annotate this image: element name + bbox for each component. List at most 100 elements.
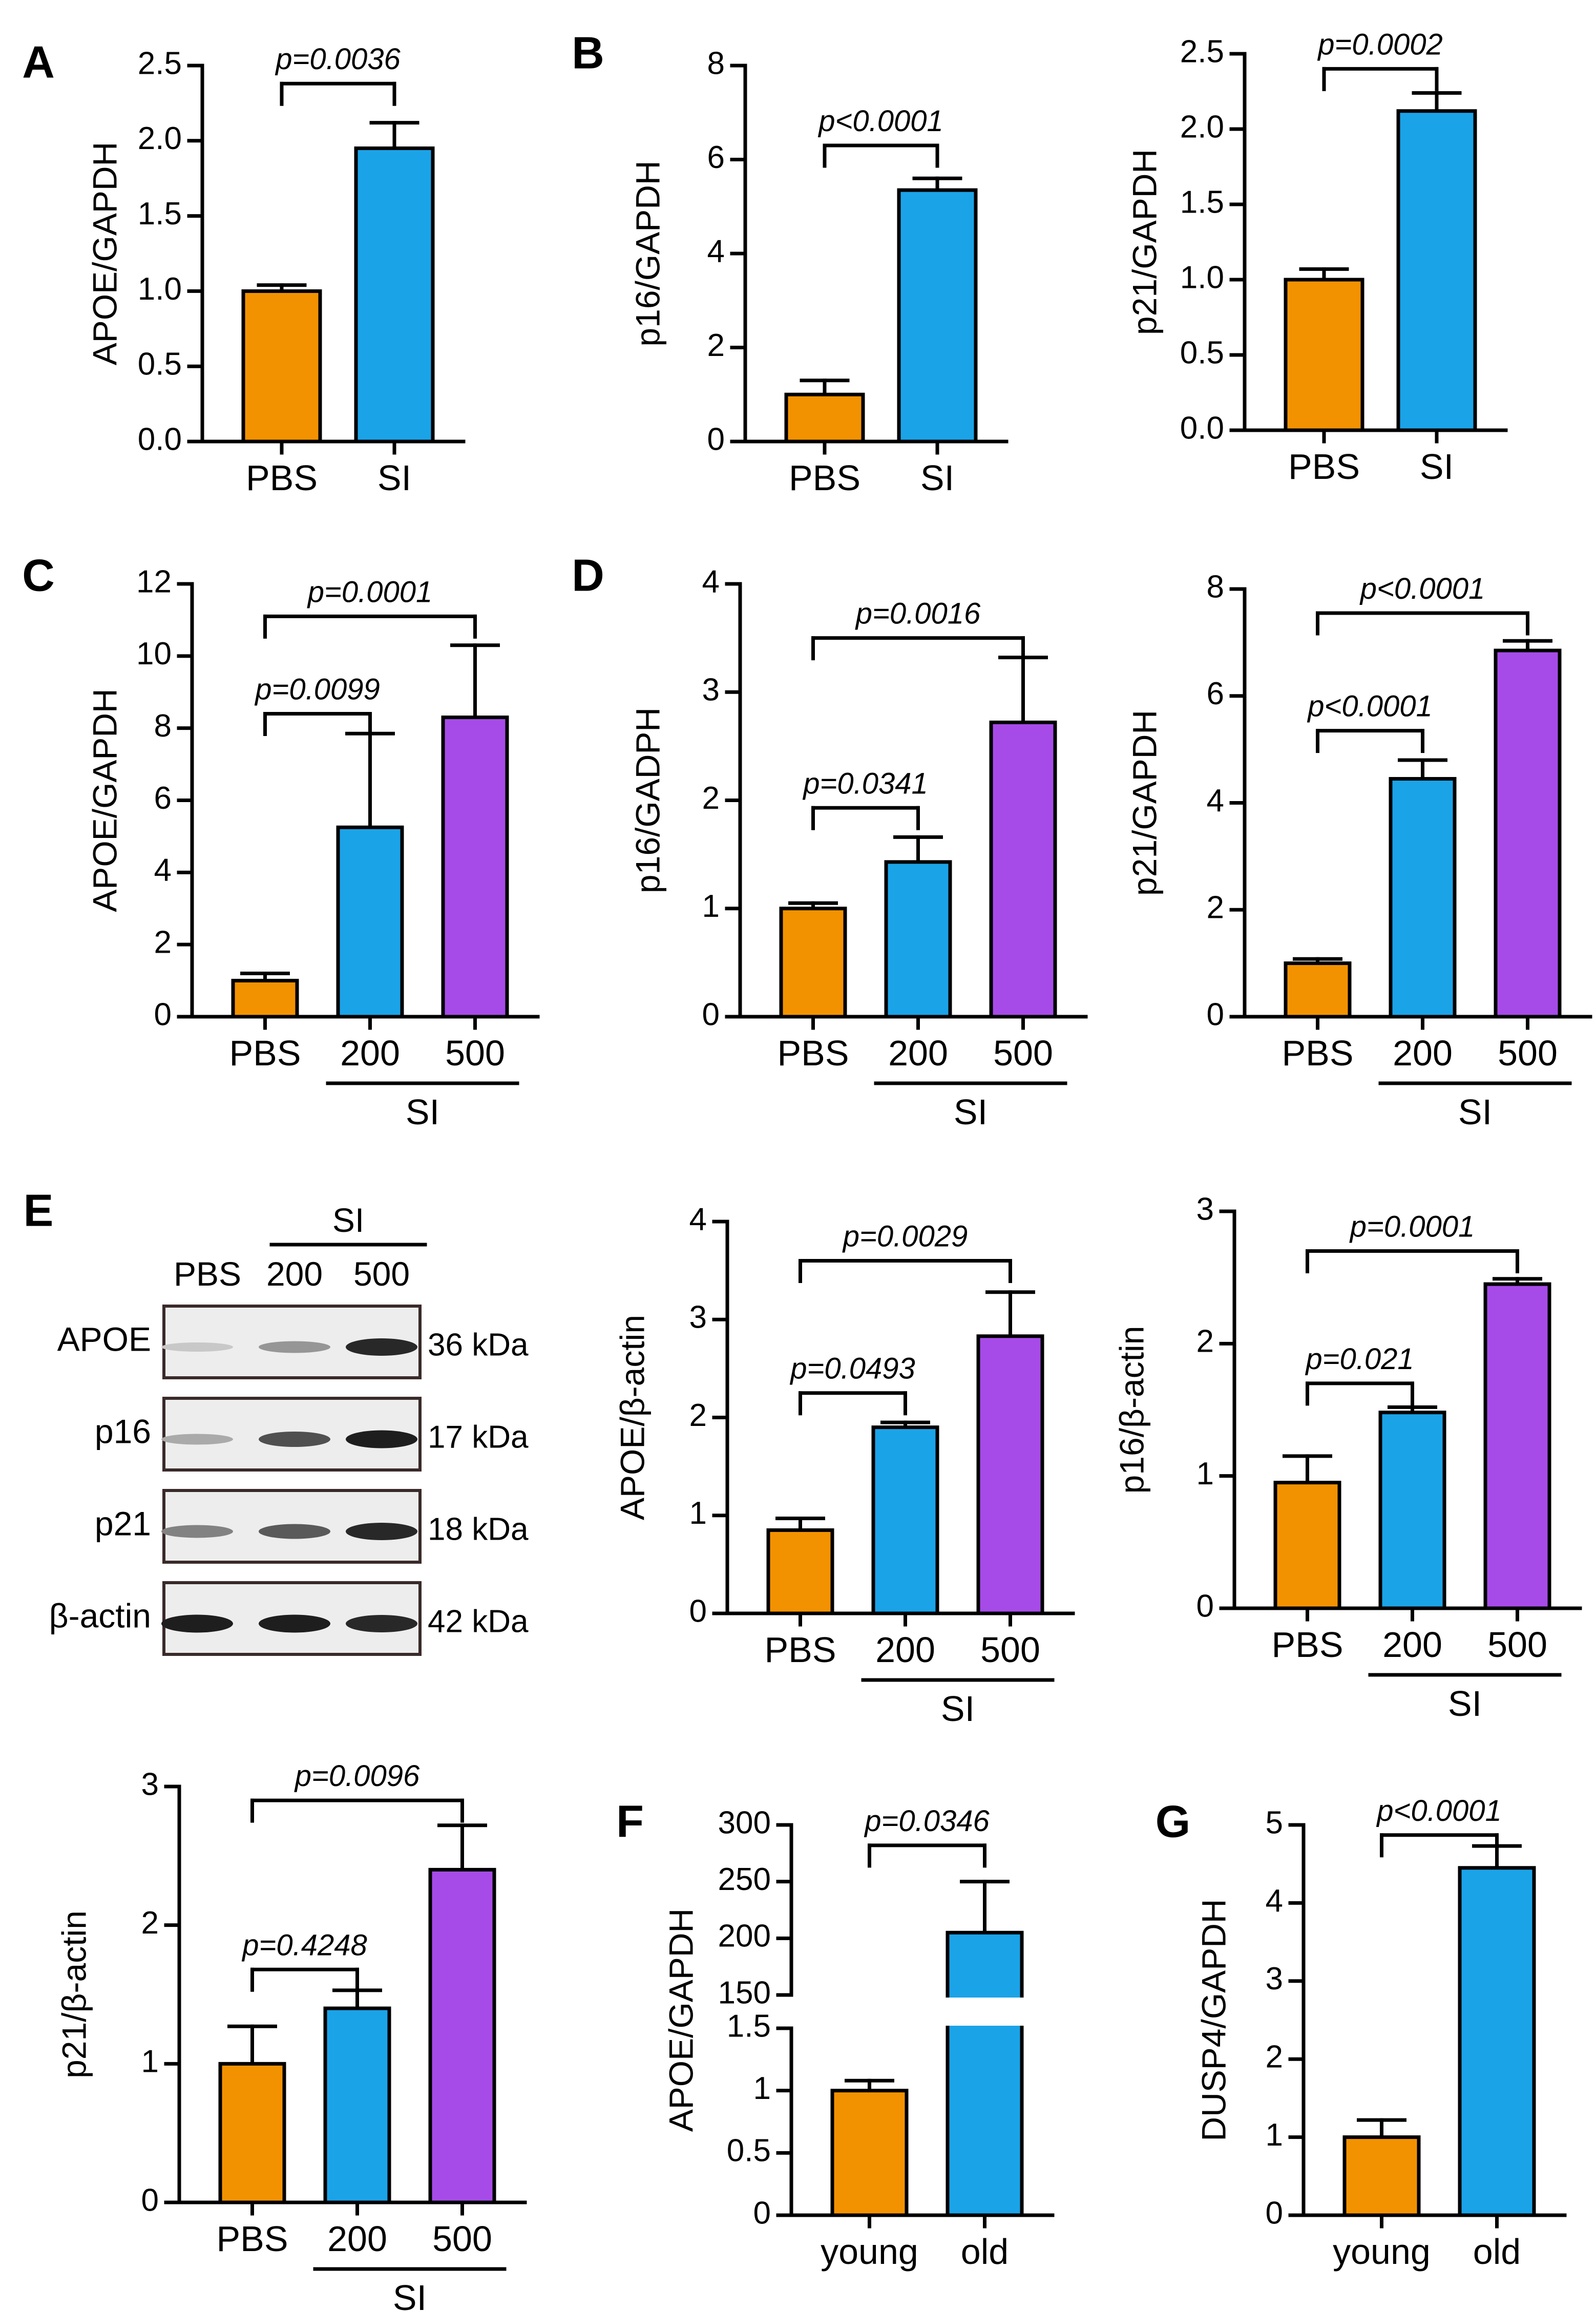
- y-tick-label: 3: [1266, 1961, 1283, 1997]
- bar-200: [336, 825, 404, 1019]
- y-tick-label: 2: [1196, 1324, 1214, 1359]
- y-tick-label: 8: [1207, 569, 1224, 604]
- kda-label: 17 kDa: [428, 1419, 529, 1455]
- y-tick-label: 1: [141, 2044, 159, 2079]
- blot-band: [346, 1523, 417, 1540]
- y-tick-label: 6: [154, 781, 172, 816]
- x-tick-label: 200: [1393, 1033, 1453, 1073]
- x-tick-label: 500: [432, 2219, 492, 2259]
- protein-label: p16: [95, 1412, 151, 1450]
- p-value-label: p<0.0001: [1359, 572, 1485, 605]
- x-tick-label: PBS: [229, 1033, 301, 1073]
- y-tick-label: 4: [1207, 783, 1224, 818]
- panel-letter: E: [24, 1185, 54, 1235]
- blot-band: [259, 1614, 330, 1633]
- y-tick-label: 1.5: [727, 2008, 771, 2044]
- y-tick-label: 250: [718, 1862, 771, 1897]
- y-tick-label: 0: [753, 2195, 771, 2231]
- p-value-label: p<0.0001: [1307, 690, 1433, 723]
- y-tick-label: 0.5: [138, 347, 182, 382]
- protein-label: APOE: [57, 1320, 151, 1358]
- y-axis-label: p16/β-actin: [1112, 1326, 1150, 1494]
- y-tick-label: 300: [718, 1805, 771, 1840]
- x-tick-label: 500: [1498, 1033, 1558, 1073]
- y-tick-label: 2.0: [1180, 109, 1224, 144]
- bar-500: [441, 716, 509, 1019]
- p-value-label: p=0.0036: [275, 43, 401, 76]
- chart-B1: B 0 2 4 6 8 p16/GAPDH PBS SI p<0.0001: [572, 27, 1009, 498]
- bar-200: [323, 2006, 391, 2204]
- x-tick-label: 500: [993, 1033, 1053, 1073]
- x-tick-label: young: [1333, 2232, 1431, 2272]
- p-value-label: p=0.0016: [855, 597, 981, 631]
- lane-label: 500: [353, 1255, 410, 1293]
- bar-young: [1342, 2135, 1421, 2217]
- p-value-label: p<0.0001: [817, 104, 943, 138]
- y-tick-label: 2: [141, 1905, 159, 1941]
- panel-letter: G: [1156, 1796, 1190, 1846]
- panel-letter: B: [572, 27, 604, 78]
- y-tick-label: 1.5: [1180, 184, 1224, 220]
- y-tick-label: 2: [707, 328, 725, 363]
- y-tick-label: 2.5: [1180, 34, 1224, 69]
- bar-SI: [897, 188, 978, 444]
- blot-band: [259, 1432, 330, 1447]
- x-tick-label: young: [821, 2232, 918, 2272]
- x-tick-label: old: [1473, 2232, 1521, 2272]
- kda-label: 36 kDa: [428, 1327, 529, 1362]
- y-tick-label: 3: [1196, 1191, 1214, 1227]
- y-tick-label: 1: [753, 2071, 771, 2106]
- y-axis-label: p16/GADPH: [628, 707, 666, 893]
- bar-500: [428, 1867, 496, 2204]
- kda-label: 18 kDa: [428, 1511, 529, 1547]
- x-tick-label: 500: [445, 1033, 505, 1073]
- y-tick-label: 12: [136, 564, 172, 599]
- y-tick-label: 1: [1266, 2117, 1283, 2153]
- y-axis-label: APOE/GAPDH: [86, 142, 123, 365]
- blot-band: [346, 1338, 417, 1356]
- bar-500: [1483, 1282, 1551, 1610]
- p-value-label: p=0.0341: [802, 767, 928, 800]
- y-axis-label: APOE/GAPDH: [662, 1908, 700, 2132]
- blot-band: [259, 1524, 330, 1539]
- x-tick-label: PBS: [777, 1033, 849, 1073]
- protein-label: p21: [95, 1504, 151, 1542]
- x-tick-label: SI: [920, 458, 954, 498]
- y-axis-label: p21/GAPDH: [1125, 710, 1163, 896]
- x-tick-label: SI: [1420, 447, 1454, 487]
- y-axis-label: p16/GAPDH: [628, 160, 666, 346]
- p-value-label: p=0.0099: [254, 673, 380, 706]
- y-tick-label: 2: [1207, 890, 1224, 926]
- x-tick-label: 200: [888, 1033, 948, 1073]
- group-label: SI: [406, 1092, 439, 1132]
- y-axis-label: p21/β-actin: [55, 1910, 93, 2078]
- y-tick-label: 4: [1266, 1883, 1283, 1919]
- x-tick-label: PBS: [764, 1630, 836, 1670]
- chart-F1: F 150 200 250 300 0 0.5 1 1.5 APOE/GAPDH young old p…: [616, 1796, 1055, 2272]
- y-tick-label: 6: [1207, 676, 1224, 711]
- p-value-label: p=0.0029: [842, 1220, 968, 1253]
- blot-band: [161, 1525, 233, 1538]
- protein-label: β-actin: [49, 1596, 151, 1634]
- y-tick-label: 0.0: [1180, 410, 1224, 446]
- x-tick-label: 200: [1382, 1625, 1442, 1665]
- bar-young: [830, 2089, 909, 2217]
- bar-PBS: [766, 1528, 834, 1615]
- y-axis-label: DUSP4/GAPDH: [1194, 1899, 1232, 2141]
- panel-letter: D: [572, 550, 604, 600]
- group-label: SI: [941, 1689, 975, 1729]
- panel-letter: F: [616, 1796, 644, 1846]
- bar-old: [1458, 1866, 1536, 2217]
- p-value-label: p=0.0002: [1317, 28, 1443, 61]
- y-tick-label: 4: [154, 853, 172, 888]
- x-tick-label: PBS: [1282, 1033, 1353, 1073]
- chart-B2: 0.0 0.5 1.0 1.5 2.0 2.5 p21/GAPDH PBS SI p=0.0002: [1125, 28, 1508, 487]
- p-value-label: p=0.0096: [294, 1759, 420, 1793]
- x-tick-label: 200: [327, 2219, 387, 2259]
- y-tick-label: 0: [141, 2182, 159, 2218]
- bar-PBS: [231, 979, 299, 1019]
